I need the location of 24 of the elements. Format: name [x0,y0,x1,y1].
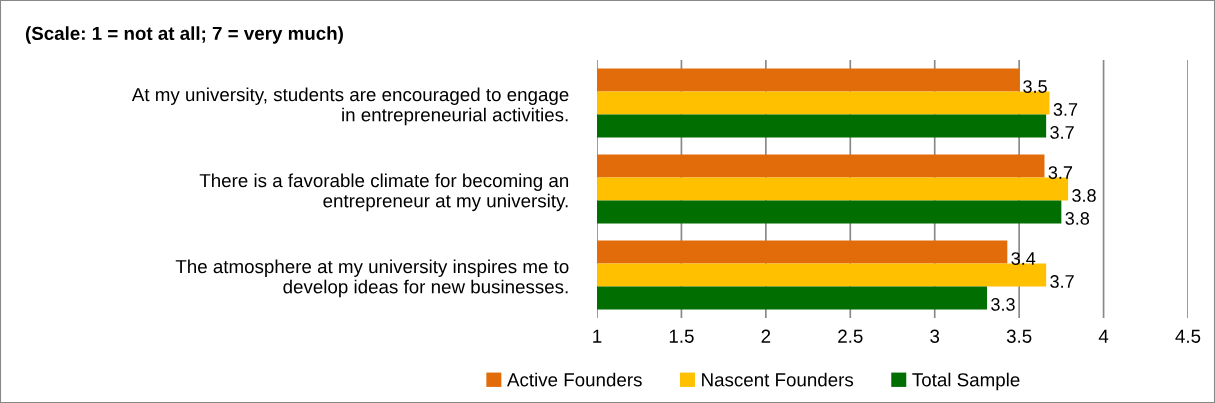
x-tick-label: 1 [593,329,602,343]
data-label: 3.3 [991,298,1015,311]
y-tick-label: The atmosphere at my university inspires me to develop ideas for new businesses. [175,259,569,298]
text: (Scale: 1 = not at all; 7 = very much) [25,26,343,44]
x-tick-label: 2.5 [838,329,863,343]
data-label: 3.7 [1048,166,1073,179]
legend-label: Total Sample [912,372,1020,391]
y-tick-label: At my university, students are encouraged to engage in entrepreneurial activities. [131,87,569,126]
y-tick-label: There is a favorable climate for becoming an entrepreneur at my university. [199,173,569,212]
data-label: 3.7 [1053,103,1078,116]
data-label: 3.5 [1023,80,1047,93]
data-label: 3.8 [1072,189,1096,202]
x-tick-label: 2 [761,329,771,343]
x-tick-label: 4.5 [1175,329,1201,343]
data-label: 3.8 [1065,212,1090,225]
legend-label: Nascent Founders [702,372,854,387]
data-label: 3.4 [1011,252,1036,265]
data-label: 3.7 [1050,126,1074,139]
x-tick-label: 1.5 [669,329,694,343]
data-label: 3.7 [1050,275,1074,288]
x-tick-label: 3.5 [1006,329,1032,343]
x-tick-label: 4 [1098,329,1109,343]
legend-label: Active Founders [507,372,642,387]
x-tick-label: 3 [930,329,940,343]
